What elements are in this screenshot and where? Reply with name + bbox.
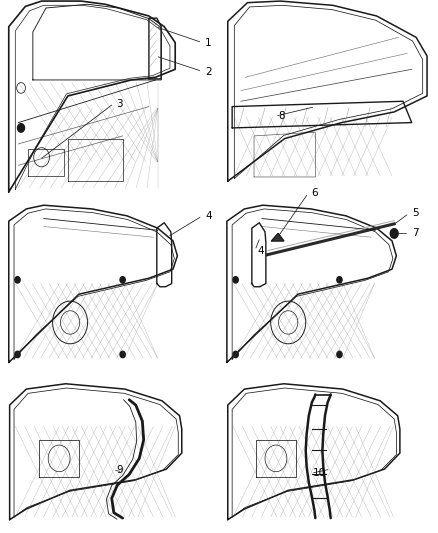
Text: 7: 7 [412, 229, 418, 238]
Circle shape [233, 351, 238, 358]
Circle shape [18, 124, 25, 132]
Text: 4: 4 [258, 246, 264, 255]
Polygon shape [272, 233, 284, 241]
Circle shape [390, 229, 398, 238]
Text: 5: 5 [412, 208, 418, 218]
Text: 1: 1 [205, 38, 212, 47]
Text: 10: 10 [313, 469, 326, 478]
Circle shape [120, 351, 125, 358]
Circle shape [15, 277, 20, 283]
Text: 3: 3 [116, 99, 123, 109]
Text: 9: 9 [116, 465, 123, 475]
Text: 6: 6 [311, 188, 318, 198]
Circle shape [233, 277, 238, 283]
Circle shape [337, 351, 342, 358]
Text: 2: 2 [205, 67, 212, 77]
Circle shape [15, 351, 20, 358]
Text: 4: 4 [205, 211, 212, 221]
Circle shape [337, 277, 342, 283]
Circle shape [120, 277, 125, 283]
Text: 8: 8 [278, 111, 285, 121]
